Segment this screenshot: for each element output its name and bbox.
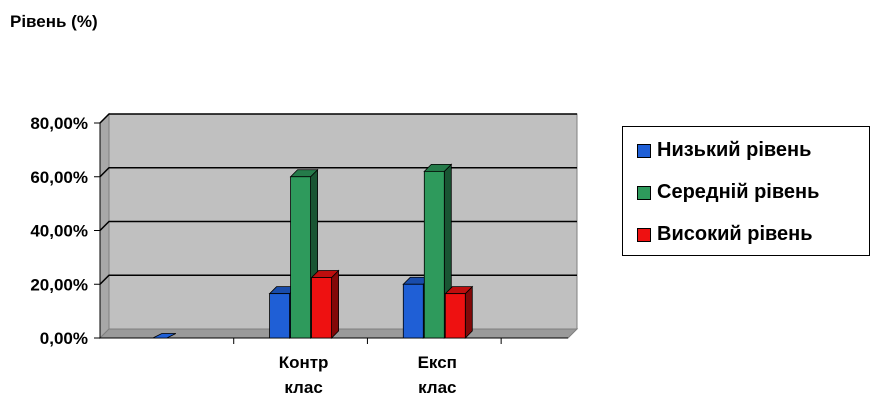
x-tick-label: Експ [418, 353, 457, 372]
y-axis-title: Рівень (%) [10, 12, 98, 31]
legend-item-low: Низький рівень [637, 139, 811, 162]
gridline [99, 167, 577, 178]
x-tick-label: Контр [279, 353, 329, 372]
bar [290, 176, 311, 339]
gridline [99, 113, 577, 124]
y-tick-label: 60,00% [30, 168, 88, 187]
x-tick-label: клас [284, 378, 322, 397]
legend-swatch-medium [637, 185, 651, 200]
gridline [99, 220, 577, 232]
empty-bar [152, 333, 177, 339]
bar [423, 170, 445, 339]
bar [444, 293, 466, 339]
legend-swatch-low [637, 143, 651, 158]
legend-label-high: Високий рівень [657, 223, 813, 245]
legend-label-low: Низький рівень [657, 139, 812, 161]
legend-item-medium: Середній рівень [637, 181, 819, 204]
bar [269, 293, 290, 339]
legend: Низький рівень Середній рівень Високий р… [622, 126, 870, 256]
bar-side [331, 269, 339, 339]
bar [311, 277, 332, 339]
bar-side [464, 285, 473, 339]
y-tick-label: 40,00% [30, 222, 88, 241]
gridline [99, 274, 577, 285]
y-tick-label: 80,00% [30, 114, 88, 133]
y-tick-label: 20,00% [30, 275, 88, 294]
legend-swatch-high [637, 227, 651, 242]
x-tick-label: клас [418, 378, 456, 397]
bar [402, 283, 424, 339]
legend-item-high: Високий рівень [637, 223, 813, 246]
legend-label-medium: Середній рівень [657, 181, 820, 203]
y-tick-label: 0,00% [40, 329, 88, 348]
